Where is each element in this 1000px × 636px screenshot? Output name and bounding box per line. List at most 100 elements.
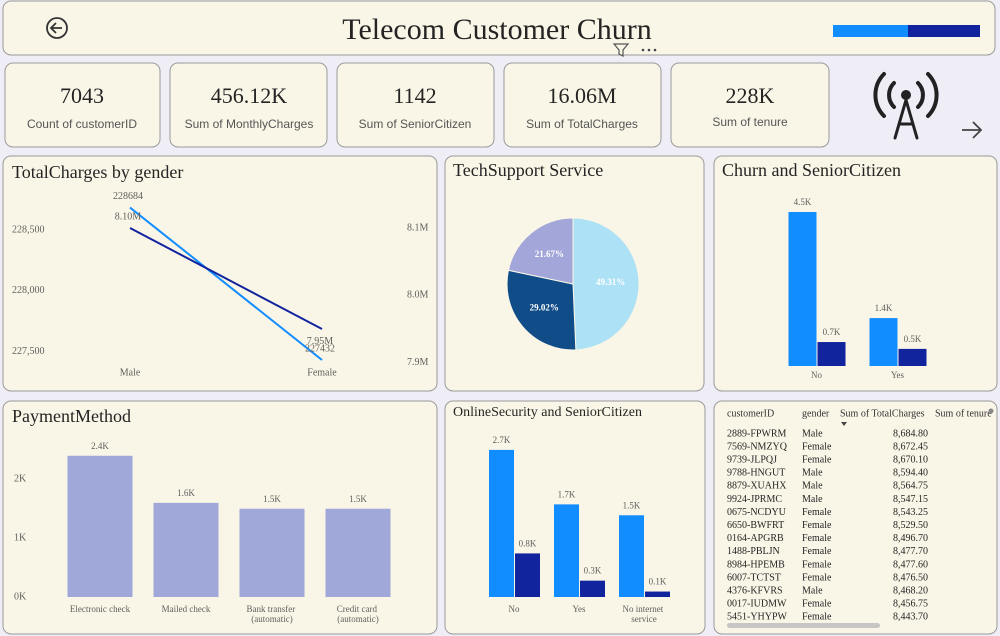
x-tick-label: Yes	[572, 604, 586, 614]
y-tick-label: 227,500	[12, 346, 45, 357]
kpi-value: 456.12K	[211, 83, 288, 108]
table-cell: 7569-NMZYQ	[727, 441, 788, 452]
table-cell: 6650-BWFRT	[727, 520, 784, 531]
table-cell: Female	[802, 520, 832, 531]
y2-tick-label: 8.0M	[407, 290, 429, 301]
header-panel	[2, 0, 996, 56]
x-tick-label: Male	[120, 367, 141, 378]
table-cell: Female	[802, 454, 832, 465]
bar	[67, 455, 133, 597]
x-tick-label: Electronic check	[70, 604, 131, 614]
table-cell: Female	[802, 507, 832, 518]
kpi-card: 1142 Sum of SeniorCitizen	[336, 62, 495, 148]
kpi-card: 16.06M Sum of TotalCharges	[503, 62, 662, 148]
kpi-label: Sum of MonthlyCharges	[185, 117, 314, 131]
data-label: 1.6K	[177, 488, 195, 498]
antenna-icon	[873, 72, 939, 140]
table-cell: 9788-HNGUT	[727, 468, 785, 479]
column-header: Sum of TotalCharges	[840, 408, 925, 419]
kpi-value: 7043	[60, 83, 104, 108]
x-tick-label: Bank transfer (automatic)	[247, 604, 298, 624]
table-cell: 8,443.70	[893, 612, 928, 623]
table-cell: 8,594.40	[893, 468, 928, 479]
x-tick-label: Mailed check	[162, 604, 211, 614]
table-cell: 8,476.50	[893, 572, 928, 583]
bar	[645, 591, 670, 597]
kpi-card: 456.12K Sum of MonthlyCharges	[169, 62, 328, 148]
data-label: 8.10M	[115, 211, 142, 222]
table: customerID gender Sum of TotalCharges Sum o…	[727, 408, 992, 622]
chart-panel	[713, 155, 998, 392]
scrollbar[interactable]	[727, 623, 880, 628]
kpi-value: 16.06M	[547, 83, 616, 108]
table-cell: 8,684.80	[893, 428, 928, 439]
bar	[869, 318, 898, 366]
table-cell: 8,543.25	[893, 507, 928, 518]
chart-title: TotalCharges by gender	[12, 162, 183, 182]
bar	[898, 348, 927, 366]
table-cell: Female	[802, 441, 832, 452]
more-options[interactable]	[641, 48, 657, 52]
pie-slice	[572, 217, 640, 351]
next-arrow[interactable]	[962, 121, 983, 139]
progress-bar	[833, 25, 980, 37]
chart-title: OnlineSecurity and SeniorCitizen	[453, 405, 642, 420]
kpi-value: 228K	[726, 83, 775, 108]
data-label: 0.8K	[519, 538, 537, 548]
column-header: customerID	[727, 408, 774, 419]
data-label: 0.5K	[904, 334, 922, 344]
chart-title: PaymentMethod	[12, 406, 131, 426]
chart-title: Churn and SeniorCitizen	[722, 160, 901, 180]
table-panel	[713, 400, 998, 635]
pie-slice	[506, 269, 577, 351]
kpi-card: 7043 Count of customerID	[4, 62, 161, 148]
data-label: 2.4K	[91, 441, 109, 451]
data-label: 227432	[305, 343, 335, 354]
table-cell: 5451-YHYPW	[727, 612, 788, 623]
data-label: 49.31%	[596, 277, 625, 287]
data-label: 0.7K	[823, 327, 841, 337]
filter-icon[interactable]	[612, 43, 630, 57]
data-label: 0.3K	[584, 566, 602, 576]
table-cell: Female	[802, 572, 832, 583]
y-tick-label: 228,000	[12, 285, 45, 296]
table-cell: 6007-TCTST	[727, 572, 781, 583]
x-tick-label: Yes	[891, 370, 905, 380]
table-cell: 8,547.15	[893, 494, 928, 505]
bar	[239, 508, 305, 597]
kpi-label: Count of customerID	[27, 117, 137, 131]
table-cell: 8984-HPEMB	[727, 559, 785, 570]
y-tick-label: 228,500	[12, 224, 45, 235]
column-header: gender	[802, 408, 830, 419]
line	[129, 227, 323, 330]
table-cell: 8,672.45	[893, 441, 928, 452]
data-label: 2.7K	[493, 435, 511, 445]
kpi-label: Sum of TotalCharges	[526, 117, 638, 131]
table-cell: 8,496.70	[893, 533, 928, 544]
x-tick-label: No	[811, 370, 822, 380]
table-cell: 0675-NCDYU	[727, 507, 787, 518]
table-cell: Female	[802, 533, 832, 544]
table-cell: Male	[802, 585, 823, 596]
bar	[619, 515, 644, 597]
kpi-value: 1142	[393, 83, 436, 108]
table-cell: Female	[802, 612, 832, 623]
kpi-label: Sum of tenure	[712, 115, 788, 129]
bar	[153, 502, 219, 597]
back-button[interactable]	[46, 17, 68, 39]
bar	[554, 504, 579, 597]
y-tick-label: 0K	[14, 591, 27, 602]
chart-title: TechSupport Service	[453, 160, 603, 180]
column-header: Sum of tenure	[935, 408, 992, 419]
data-label: 4.5K	[794, 197, 812, 207]
table-cell: Female	[802, 559, 832, 570]
table-cell: 8879-XUAHX	[727, 481, 787, 492]
resize-handle	[988, 408, 994, 414]
table-cell: 9739-JLPQJ	[727, 454, 777, 465]
table-cell: 8,529.50	[893, 520, 928, 531]
x-tick-label: Female	[307, 367, 337, 378]
table-cell: Male	[802, 468, 823, 479]
data-label: 228684	[113, 191, 143, 202]
data-label: 0.1K	[649, 577, 667, 587]
table-cell: 9924-JPRMC	[727, 494, 782, 505]
